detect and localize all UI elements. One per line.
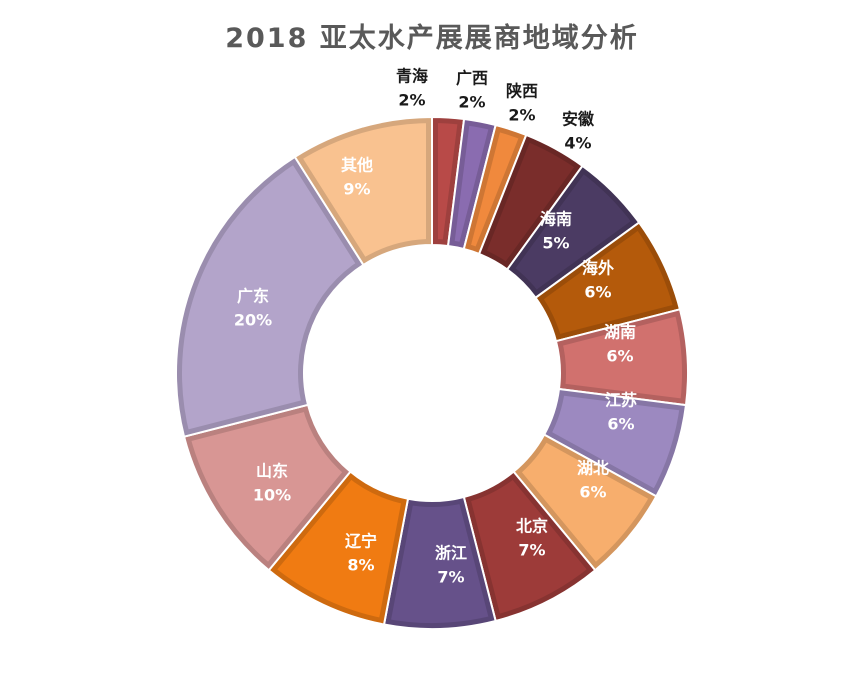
- slice-value-label-14: 20%: [234, 311, 272, 330]
- slice-value-label-4: 4%: [564, 134, 591, 153]
- slice-value-label-1: 2%: [398, 91, 425, 110]
- slice-name-label-7: 湖南: [604, 323, 636, 342]
- slice-value-label-10: 7%: [518, 541, 545, 560]
- slice-value-label-9: 6%: [579, 483, 606, 502]
- slice-name-label-12: 辽宁: [345, 532, 377, 551]
- slice-value-label-2: 2%: [458, 93, 485, 112]
- slice-separator-14: [175, 155, 365, 438]
- slice-name-label-13: 山东: [256, 462, 288, 481]
- slice-value-label-13: 10%: [253, 486, 291, 505]
- slice-separator-15: [293, 115, 433, 267]
- slice-name-label-8: 江苏: [605, 391, 637, 410]
- slice-name-label-2: 广西: [456, 69, 488, 88]
- slice-name-label-10: 北京: [516, 517, 548, 536]
- slice-labels: 青海 2% 广西 2% 陕西 2% 安徽 4% 海南 5% 海外 6% 湖南 6% 江苏 6% 湖北 6% 北京 7%…: [234, 67, 637, 587]
- slice-value-label-8: 6%: [607, 415, 634, 434]
- slice-value-label-6: 6%: [584, 283, 611, 302]
- slice-name-label-6: 海外: [582, 259, 614, 278]
- slice-name-label-14: 广东: [237, 287, 269, 306]
- slice-value-label-11: 7%: [437, 568, 464, 587]
- slice-name-label-15: 其他: [341, 156, 373, 175]
- donut-slices: [175, 115, 689, 630]
- slice-value-label-15: 9%: [343, 180, 370, 199]
- slice-value-label-3: 2%: [508, 106, 535, 125]
- slice-value-label-5: 5%: [542, 234, 569, 253]
- slice-value-label-12: 8%: [347, 556, 374, 575]
- slice-name-label-11: 浙江: [435, 544, 467, 563]
- slice-name-label-1: 青海: [396, 67, 428, 86]
- slice-value-label-7: 6%: [606, 347, 633, 366]
- slice-name-label-3: 陕西: [506, 82, 538, 101]
- slice-name-label-4: 安徽: [562, 110, 595, 129]
- chart-title: 2018 亚太水产展展商地域分析: [225, 23, 639, 54]
- slice-name-label-9: 湖北: [577, 459, 609, 478]
- slice-name-label-5: 海南: [540, 210, 572, 229]
